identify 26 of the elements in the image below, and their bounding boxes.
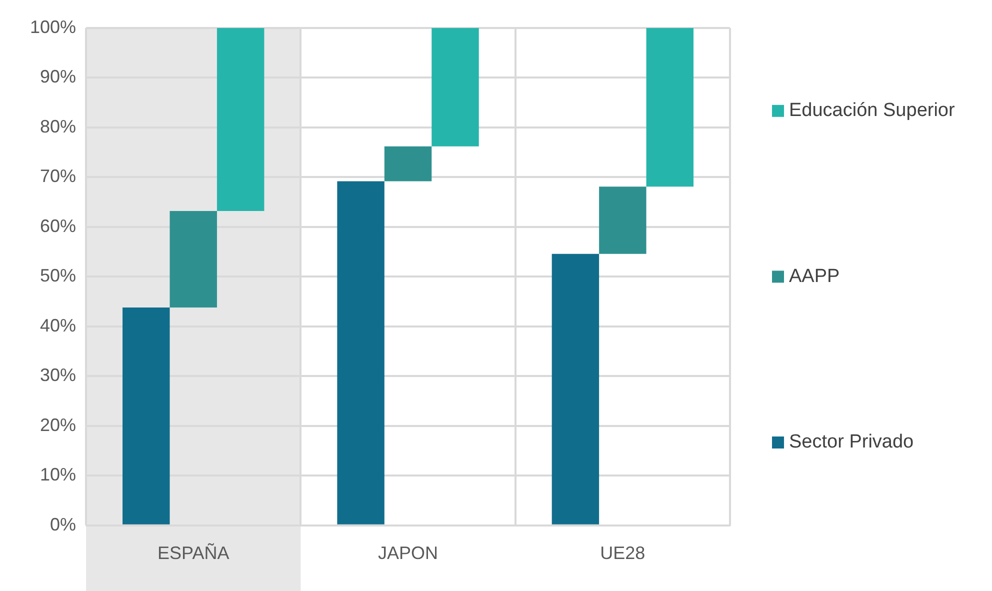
x-tick-label: ESPAÑA (158, 543, 230, 564)
bar (432, 28, 479, 146)
y-tick-label: 30% (40, 365, 76, 386)
x-tick-label: UE28 (600, 543, 646, 564)
bar (337, 181, 384, 524)
y-tick-label: 70% (40, 166, 76, 186)
y-tick-label: 80% (40, 116, 76, 136)
legend-label: Educación Superior (789, 100, 956, 122)
bar (170, 211, 217, 308)
y-tick-label: 50% (40, 266, 76, 286)
bar (216, 28, 264, 212)
y-tick-label: 20% (40, 414, 76, 435)
bar (122, 308, 170, 524)
y-tick-label: 100% (30, 16, 76, 37)
x-tick-label: JAPON (378, 543, 438, 564)
bar (599, 186, 646, 254)
bar (552, 254, 600, 524)
bar (384, 146, 432, 182)
y-tick-label: 10% (40, 464, 76, 485)
legend-label: Sector Privado (789, 432, 914, 453)
y-tick-label: 40% (40, 315, 76, 336)
y-tick-label: 60% (40, 216, 76, 236)
y-tick-label: 90% (40, 66, 76, 87)
legend-label: AAPP (789, 266, 840, 287)
y-tick-label: 0% (50, 514, 76, 534)
bar (646, 28, 694, 187)
